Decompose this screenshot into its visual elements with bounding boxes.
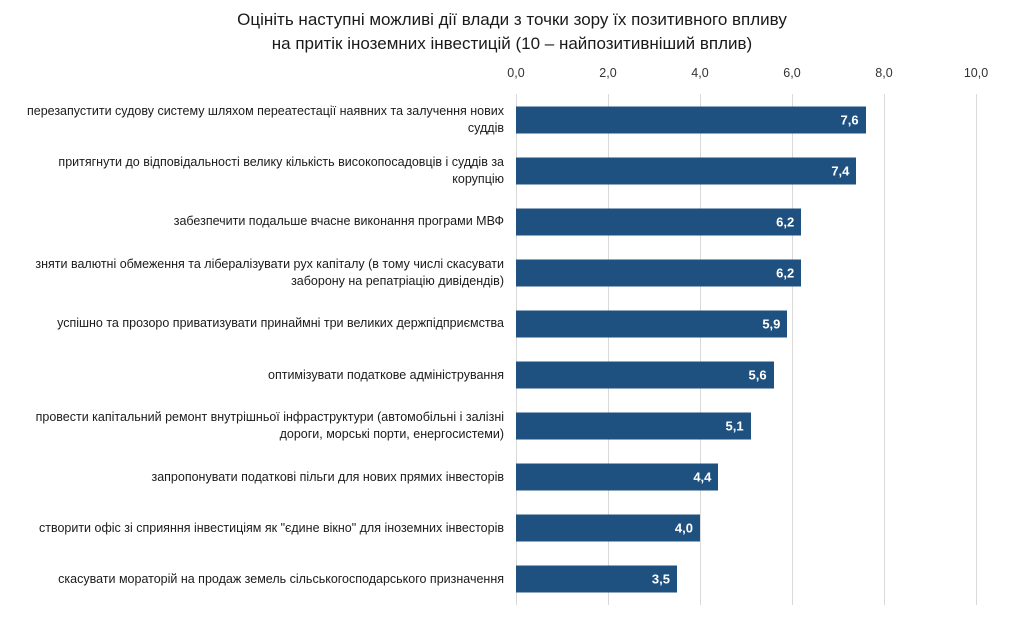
category-label: провести капітальний ремонт внутрішньої … xyxy=(35,410,504,442)
bar: 7,4 xyxy=(516,157,857,185)
bar-row: запропонувати податкові пільги для нових… xyxy=(0,452,976,503)
bar: 5,1 xyxy=(516,412,751,440)
bar-value-label: 6,2 xyxy=(776,214,795,230)
bar-row: забезпечити подальше вчасне виконання пр… xyxy=(0,196,976,247)
bar: 7,6 xyxy=(516,106,866,134)
gridline xyxy=(976,94,977,605)
bar-value-label: 4,4 xyxy=(693,469,712,485)
bar-row: оптимізувати податкове адміністрування 5… xyxy=(0,349,976,400)
x-axis: 0,0 2,0 4,0 6,0 8,0 10,0 xyxy=(507,66,988,84)
bar-track: 3,5 xyxy=(516,554,976,605)
gridline xyxy=(516,94,517,605)
x-axis-tick-label: 0,0 xyxy=(507,66,525,80)
bar-value-label: 5,1 xyxy=(725,418,744,434)
bar-track: 5,1 xyxy=(516,401,976,452)
bar-row: перезапустити судову систему шляхом пере… xyxy=(0,94,976,145)
bar: 4,0 xyxy=(516,514,700,542)
bar-track: 7,6 xyxy=(516,94,976,145)
category-label: перезапустити судову систему шляхом пере… xyxy=(26,103,504,135)
gridline xyxy=(884,94,885,605)
bar-track: 6,2 xyxy=(516,196,976,247)
chart-title-line-1: Оцініть наступні можливі дії влади з точ… xyxy=(237,10,787,29)
bar-track: 5,6 xyxy=(516,349,976,400)
bar-rows: перезапустити судову систему шляхом пере… xyxy=(0,94,976,605)
bar-row: створити офіс зі сприяння інвестиціям як… xyxy=(0,503,976,554)
bar-row: успішно та прозоро приватизувати принайм… xyxy=(0,298,976,349)
bar-row: провести капітальний ремонт внутрішньої … xyxy=(0,401,976,452)
bar-track: 7,4 xyxy=(516,145,976,196)
bar-value-label: 3,5 xyxy=(651,571,670,587)
gridline xyxy=(700,94,701,605)
x-axis-tick-label: 8,0 xyxy=(875,66,893,80)
bar: 6,2 xyxy=(516,259,802,287)
bar-value-label: 7,4 xyxy=(831,163,850,179)
category-label: успішно та прозоро приватизувати принайм… xyxy=(57,316,504,331)
category-label: скасувати мораторій на продаж земель сіл… xyxy=(58,571,504,586)
bar-value-label: 6,2 xyxy=(776,265,795,281)
bar-track: 5,9 xyxy=(516,298,976,349)
x-axis-tick-label: 2,0 xyxy=(599,66,617,80)
category-label: зняти валютні обмеження та лібералізуват… xyxy=(35,256,504,288)
x-axis-tick-label: 4,0 xyxy=(691,66,709,80)
bar-value-label: 4,0 xyxy=(674,520,693,536)
category-label: притягнути до відповідальності велику кі… xyxy=(58,154,504,186)
bar-row: притягнути до відповідальності велику кі… xyxy=(0,145,976,196)
bar: 4,4 xyxy=(516,463,719,491)
bar-track: 6,2 xyxy=(516,247,976,298)
bar-value-label: 5,9 xyxy=(762,316,781,332)
bar-track: 4,0 xyxy=(516,503,976,554)
category-label: створити офіс зі сприяння інвестиціям як… xyxy=(38,520,504,535)
category-label: забезпечити подальше вчасне виконання пр… xyxy=(173,214,504,229)
bar-value-label: 7,6 xyxy=(840,112,859,128)
chart-title-line-2: на притік іноземних інвестицій (10 – най… xyxy=(271,33,753,53)
gridline xyxy=(792,94,793,605)
bar: 5,9 xyxy=(516,310,788,338)
x-axis-tick-label: 6,0 xyxy=(783,66,801,80)
bar-row: зняти валютні обмеження та лібералізуват… xyxy=(0,247,976,298)
chart-title: Оцініть наступні можливі дії влади з точ… xyxy=(0,8,1024,56)
bar-row: скасувати мораторій на продаж земель сіл… xyxy=(0,554,976,605)
bar-value-label: 5,6 xyxy=(748,367,767,383)
bar: 5,6 xyxy=(516,361,774,389)
bar: 3,5 xyxy=(516,565,677,593)
bar: 6,2 xyxy=(516,208,802,236)
category-label: запропонувати податкові пільги для нових… xyxy=(151,469,504,484)
gridline xyxy=(608,94,609,605)
plot-area xyxy=(516,94,977,605)
category-label: оптимізувати податкове адміністрування xyxy=(268,367,504,382)
x-axis-tick-label: 10,0 xyxy=(963,66,989,80)
bar-track: 4,4 xyxy=(516,452,976,503)
